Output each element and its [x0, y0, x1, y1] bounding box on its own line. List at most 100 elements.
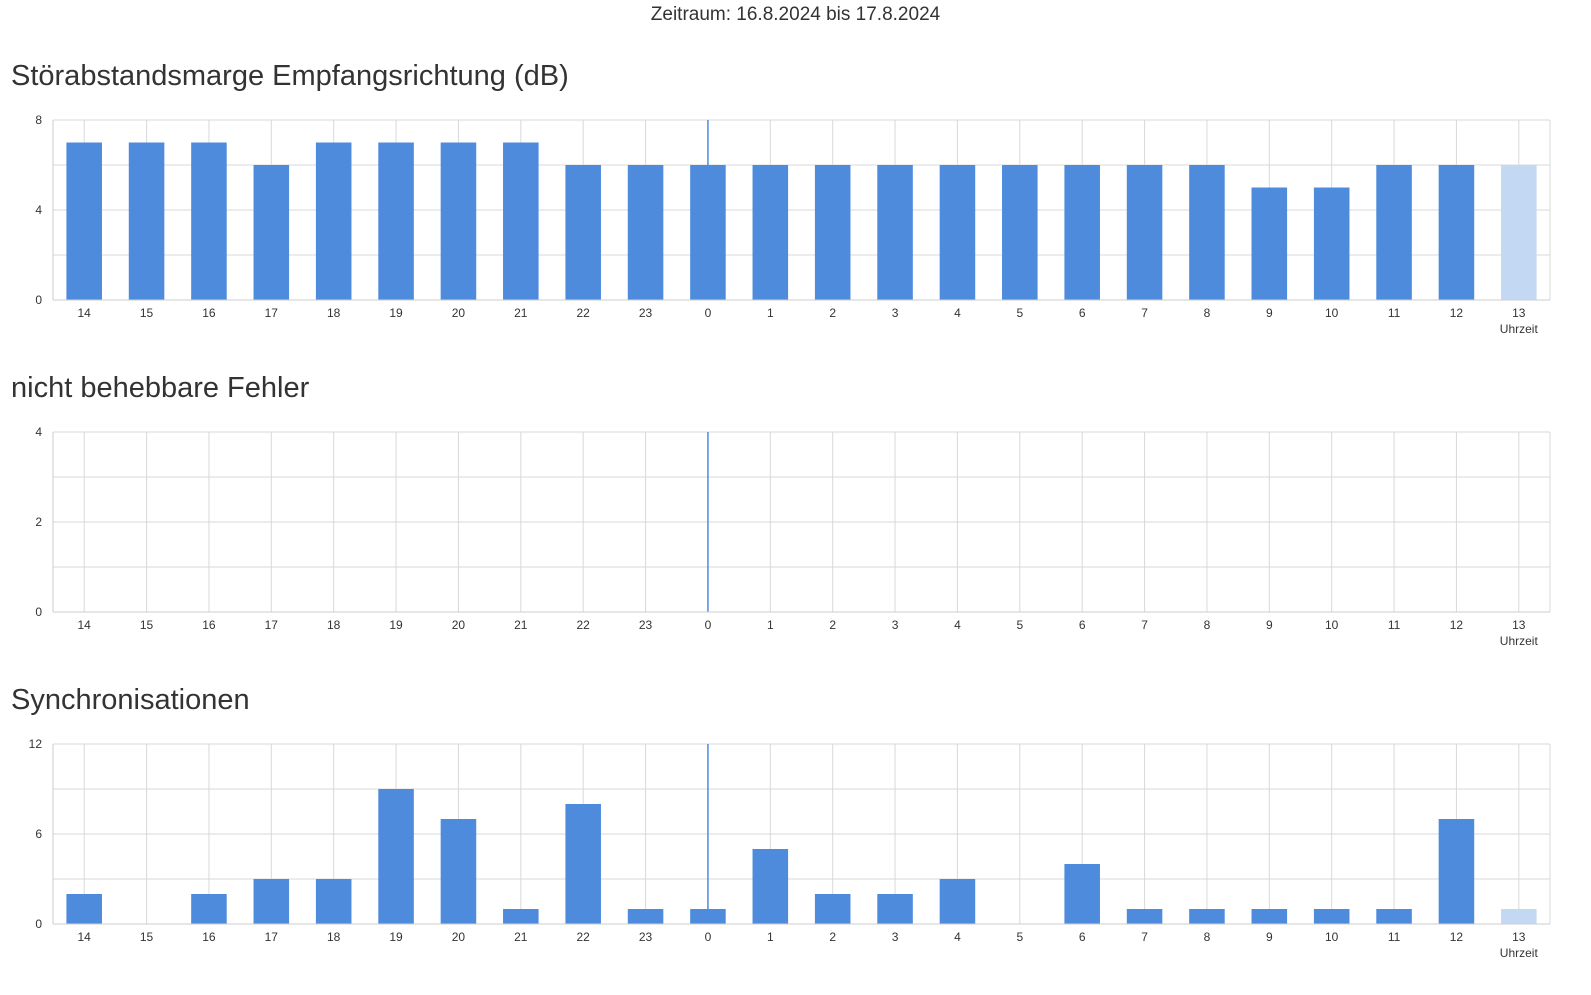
x-tick-label: 15	[140, 306, 154, 320]
bar-2[interactable]	[814, 894, 851, 924]
x-tick-label: 5	[1016, 618, 1023, 632]
x-tick-label: 16	[202, 930, 216, 944]
x-tick-label: 21	[514, 618, 528, 632]
x-tick-label: 14	[78, 618, 92, 632]
x-tick-label: 1	[767, 618, 774, 632]
x-tick-label: 3	[892, 306, 899, 320]
x-tick-label: 0	[705, 930, 712, 944]
x-tick-label: 23	[639, 306, 653, 320]
x-tick-label: 23	[639, 618, 653, 632]
x-tick-label: 5	[1016, 306, 1023, 320]
bar-6[interactable]	[1064, 864, 1100, 924]
x-tick-label: 6	[1079, 930, 1086, 944]
x-tick-label: 10	[1325, 618, 1339, 632]
bar-16[interactable]	[191, 894, 227, 924]
bar-15[interactable]	[128, 142, 165, 301]
x-tick-label: 6	[1079, 306, 1086, 320]
x-tick-label: 12	[1450, 930, 1464, 944]
bar-18[interactable]	[315, 879, 352, 924]
bar-3[interactable]	[877, 165, 913, 300]
chart-title-snr: Störabstandsmarge Empfangsrichtung (dB)	[11, 60, 569, 92]
bar-22[interactable]	[565, 165, 601, 300]
x-tick-label: 10	[1325, 306, 1339, 320]
x-tick-label: 15	[140, 930, 154, 944]
x-tick-label: 15	[140, 618, 154, 632]
bar-20[interactable]	[440, 819, 477, 924]
bar-13[interactable]	[1501, 165, 1537, 300]
x-axis-title: Uhrzeit	[1500, 634, 1539, 648]
bar-20[interactable]	[440, 142, 477, 301]
x-tick-label: 20	[452, 930, 466, 944]
bar-12[interactable]	[1438, 819, 1475, 924]
period-label: Zeitraum: 16.8.2024 bis 17.8.2024	[650, 4, 941, 25]
x-tick-label: 19	[389, 930, 403, 944]
bar-11[interactable]	[1376, 909, 1412, 924]
bar-9[interactable]	[1251, 187, 1288, 301]
bar-16[interactable]	[191, 142, 227, 301]
x-tick-label: 4	[954, 930, 961, 944]
bar-5[interactable]	[1002, 165, 1038, 300]
bar-21[interactable]	[503, 142, 539, 301]
x-tick-label: 4	[954, 306, 961, 320]
x-tick-label: 22	[577, 618, 591, 632]
x-tick-label: 20	[452, 306, 466, 320]
x-tick-label: 17	[265, 930, 279, 944]
x-tick-label: 18	[327, 930, 341, 944]
bar-7[interactable]	[1126, 165, 1163, 300]
bar-4[interactable]	[939, 165, 976, 300]
x-tick-label: 14	[78, 306, 92, 320]
bar-19[interactable]	[378, 789, 414, 924]
bar-2[interactable]	[814, 165, 851, 300]
bar-7[interactable]	[1126, 909, 1163, 924]
x-tick-label: 21	[514, 930, 528, 944]
bar-1[interactable]	[752, 849, 789, 924]
bar-3[interactable]	[877, 894, 913, 924]
x-tick-label: 12	[1450, 306, 1464, 320]
x-tick-label: 1	[767, 306, 774, 320]
bar-6[interactable]	[1064, 165, 1100, 300]
bar-8[interactable]	[1189, 165, 1225, 300]
bar-21[interactable]	[503, 909, 539, 924]
x-tick-label: 11	[1388, 930, 1401, 944]
y-tick-label: 0	[35, 293, 42, 307]
x-tick-label: 16	[202, 618, 216, 632]
bar-14[interactable]	[66, 142, 102, 301]
x-tick-label: 18	[327, 618, 341, 632]
x-tick-label: 5	[1016, 930, 1023, 944]
bar-13[interactable]	[1501, 909, 1537, 924]
x-tick-label: 7	[1141, 618, 1148, 632]
bar-12[interactable]	[1438, 165, 1475, 300]
x-tick-label: 13	[1512, 306, 1526, 320]
x-tick-label: 12	[1450, 618, 1464, 632]
x-tick-label: 9	[1266, 306, 1273, 320]
x-tick-label: 10	[1325, 930, 1339, 944]
y-tick-label: 8	[35, 113, 42, 127]
x-tick-label: 9	[1266, 930, 1273, 944]
bar-22[interactable]	[565, 804, 601, 924]
bar-9[interactable]	[1251, 909, 1288, 924]
bar-4[interactable]	[939, 879, 976, 924]
bar-23[interactable]	[627, 165, 664, 300]
bar-23[interactable]	[627, 909, 664, 924]
x-tick-label: 19	[389, 618, 403, 632]
y-tick-label: 2	[35, 515, 42, 529]
x-tick-label: 17	[265, 618, 279, 632]
bar-10[interactable]	[1313, 909, 1350, 924]
bar-8[interactable]	[1189, 909, 1225, 924]
bar-18[interactable]	[315, 142, 352, 301]
x-tick-label: 21	[514, 306, 528, 320]
bar-10[interactable]	[1313, 187, 1350, 301]
bar-1[interactable]	[752, 165, 789, 300]
bar-19[interactable]	[378, 142, 414, 301]
x-tick-label: 1	[767, 930, 774, 944]
bar-14[interactable]	[66, 894, 102, 924]
bar-11[interactable]	[1376, 165, 1412, 300]
y-tick-label: 0	[35, 917, 42, 931]
bar-17[interactable]	[253, 879, 290, 924]
x-tick-label: 23	[639, 930, 653, 944]
x-tick-label: 7	[1141, 930, 1148, 944]
bar-17[interactable]	[253, 165, 290, 300]
x-tick-label: 2	[829, 306, 836, 320]
